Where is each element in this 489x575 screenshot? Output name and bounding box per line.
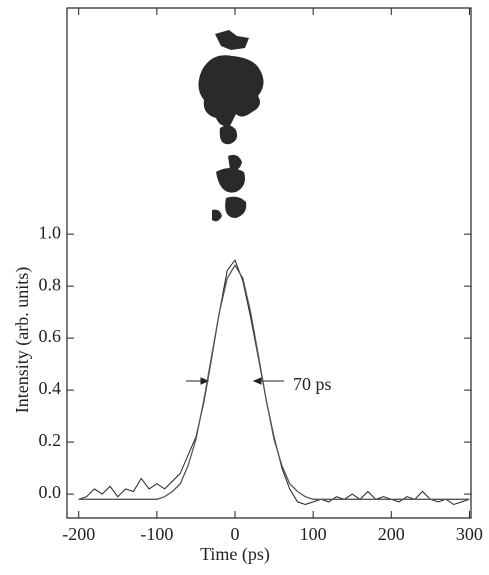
x-tick-label: 200 <box>378 524 405 544</box>
x-axis-label: Time (ps) <box>200 544 270 565</box>
y-tick-label: 0.2 <box>39 430 62 450</box>
y-tick-label: 0.6 <box>39 326 62 346</box>
y-tick-label: 0.8 <box>39 274 62 294</box>
y-tick-label: 1.0 <box>39 222 62 242</box>
x-tick-label: 0 <box>231 524 240 544</box>
y-axis-label: Intensity (arb. units) <box>12 267 33 413</box>
x-tick-label: 100 <box>300 524 327 544</box>
data-line <box>78 259 470 506</box>
streak-image <box>198 30 264 222</box>
data-line <box>78 264 470 500</box>
y-tick-label: 0.0 <box>39 482 62 502</box>
x-tick-label: -200 <box>62 524 95 544</box>
annotation: 70 ps <box>293 374 332 394</box>
x-tick-label: 300 <box>456 524 483 544</box>
fwhm-arrows <box>186 377 284 385</box>
plot-frame <box>66 7 472 519</box>
x-tick-label: -100 <box>140 524 173 544</box>
y-tick-label: 0.4 <box>39 378 62 398</box>
